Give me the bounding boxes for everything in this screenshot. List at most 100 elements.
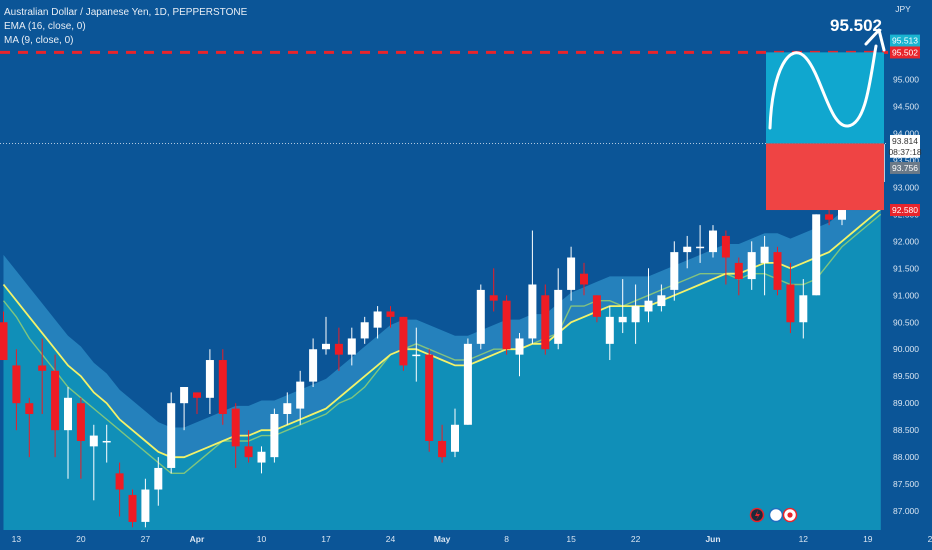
- x-tick-label: 20: [76, 534, 86, 544]
- candle-body: [618, 316, 627, 323]
- candle-body: [760, 246, 769, 263]
- ma-line: [2, 213, 882, 474]
- candle: [786, 262, 795, 334]
- candle-body: [528, 284, 537, 339]
- x-tick-label: 24: [386, 534, 396, 544]
- price-tag: [890, 134, 920, 147]
- candle-body: [451, 424, 459, 452]
- ema-area: [3, 208, 881, 530]
- y-tick-label: 88.000: [893, 452, 919, 462]
- candle-body: [786, 284, 795, 323]
- symbol-title: Australian Dollar / Japanese Yen, 1D, PE…: [4, 7, 248, 18]
- candle-body: [334, 343, 343, 355]
- projection-arrow-icon: [864, 28, 886, 52]
- lightning-bolt-icon: [755, 510, 760, 520]
- price-tag-label: 93.814: [892, 136, 918, 146]
- y-tick-label: 87.000: [893, 506, 919, 516]
- flag-jp-dot-icon: [787, 512, 793, 518]
- candle: [476, 284, 485, 350]
- candle: [115, 462, 124, 517]
- candle-body: [657, 295, 666, 307]
- candle: [283, 392, 292, 425]
- candle: [244, 430, 253, 463]
- candle: [309, 338, 318, 388]
- x-tick-label: 12: [799, 534, 809, 544]
- candle-body: [438, 440, 447, 458]
- y-tick-label: 94.500: [893, 101, 919, 111]
- candle-body: [0, 322, 8, 361]
- price-tag: [890, 34, 920, 47]
- candle-body: [360, 322, 369, 339]
- candle: [167, 392, 176, 474]
- candle-body: [554, 289, 563, 344]
- currency-label: JPY: [895, 4, 911, 14]
- candle: [657, 284, 666, 312]
- candle-body: [734, 262, 743, 280]
- candle: [38, 338, 47, 414]
- candle-body: [322, 343, 330, 350]
- x-tick-label: 22: [631, 534, 641, 544]
- x-tick-label: 19: [863, 534, 873, 544]
- projection-path: [768, 44, 878, 130]
- candle-body: [89, 435, 98, 447]
- ma-legend: MA (9, close, 0): [4, 35, 74, 46]
- candle-body: [709, 230, 717, 253]
- candle: [322, 316, 330, 355]
- x-tick-label: Jun: [705, 534, 720, 544]
- candle-body: [502, 300, 511, 350]
- candle: [489, 268, 498, 312]
- candle-body: [476, 289, 485, 344]
- candle-body: [231, 408, 240, 447]
- y-tick-label: 95.000: [893, 74, 919, 84]
- candle-body: [515, 338, 524, 355]
- candle: [696, 225, 705, 263]
- candle: [670, 241, 679, 301]
- x-tick-label: 27: [141, 534, 151, 544]
- candle: [631, 284, 640, 344]
- candle-body: [825, 214, 834, 220]
- candle: [399, 316, 408, 371]
- x-tick-label: 15: [566, 534, 576, 544]
- candle-body: [347, 338, 356, 355]
- candle-body: [644, 300, 653, 312]
- candle: [425, 349, 434, 452]
- candle-body: [193, 392, 201, 398]
- candle: [360, 316, 369, 344]
- candle-body: [167, 403, 176, 468]
- candle-body: [799, 295, 808, 323]
- candle-body: [631, 306, 640, 323]
- candle-body: [296, 381, 305, 409]
- price-tag: [890, 145, 920, 158]
- candle: [102, 424, 111, 463]
- candle: [257, 446, 266, 474]
- candle-body: [747, 252, 756, 280]
- candle: [734, 257, 743, 296]
- candle-body: [25, 403, 34, 414]
- x-tick-label: Apr: [190, 534, 205, 544]
- candle: [76, 397, 85, 479]
- candle: [683, 235, 692, 269]
- candle-body: [205, 360, 214, 398]
- candle-body: [489, 295, 498, 301]
- candle-body: [128, 494, 137, 522]
- candle-body: [154, 467, 163, 490]
- candle-body: [580, 273, 588, 285]
- candle-body: [670, 252, 679, 290]
- candle-body: [567, 257, 576, 290]
- candle-body: [463, 343, 472, 425]
- candle: [193, 392, 201, 414]
- x-tick-label: 13: [12, 534, 22, 544]
- candle-body: [64, 397, 72, 431]
- candle-body: [696, 246, 705, 249]
- y-tick-label: 91.500: [893, 263, 919, 273]
- candle: [567, 246, 576, 301]
- candle: [502, 295, 511, 355]
- candle-body: [51, 370, 60, 431]
- candle: [334, 327, 343, 371]
- y-tick-label: 90.000: [893, 344, 919, 354]
- candle: [373, 306, 382, 339]
- flag-au-icon: [768, 507, 784, 523]
- price-tag-label: 08:37:18: [888, 147, 921, 157]
